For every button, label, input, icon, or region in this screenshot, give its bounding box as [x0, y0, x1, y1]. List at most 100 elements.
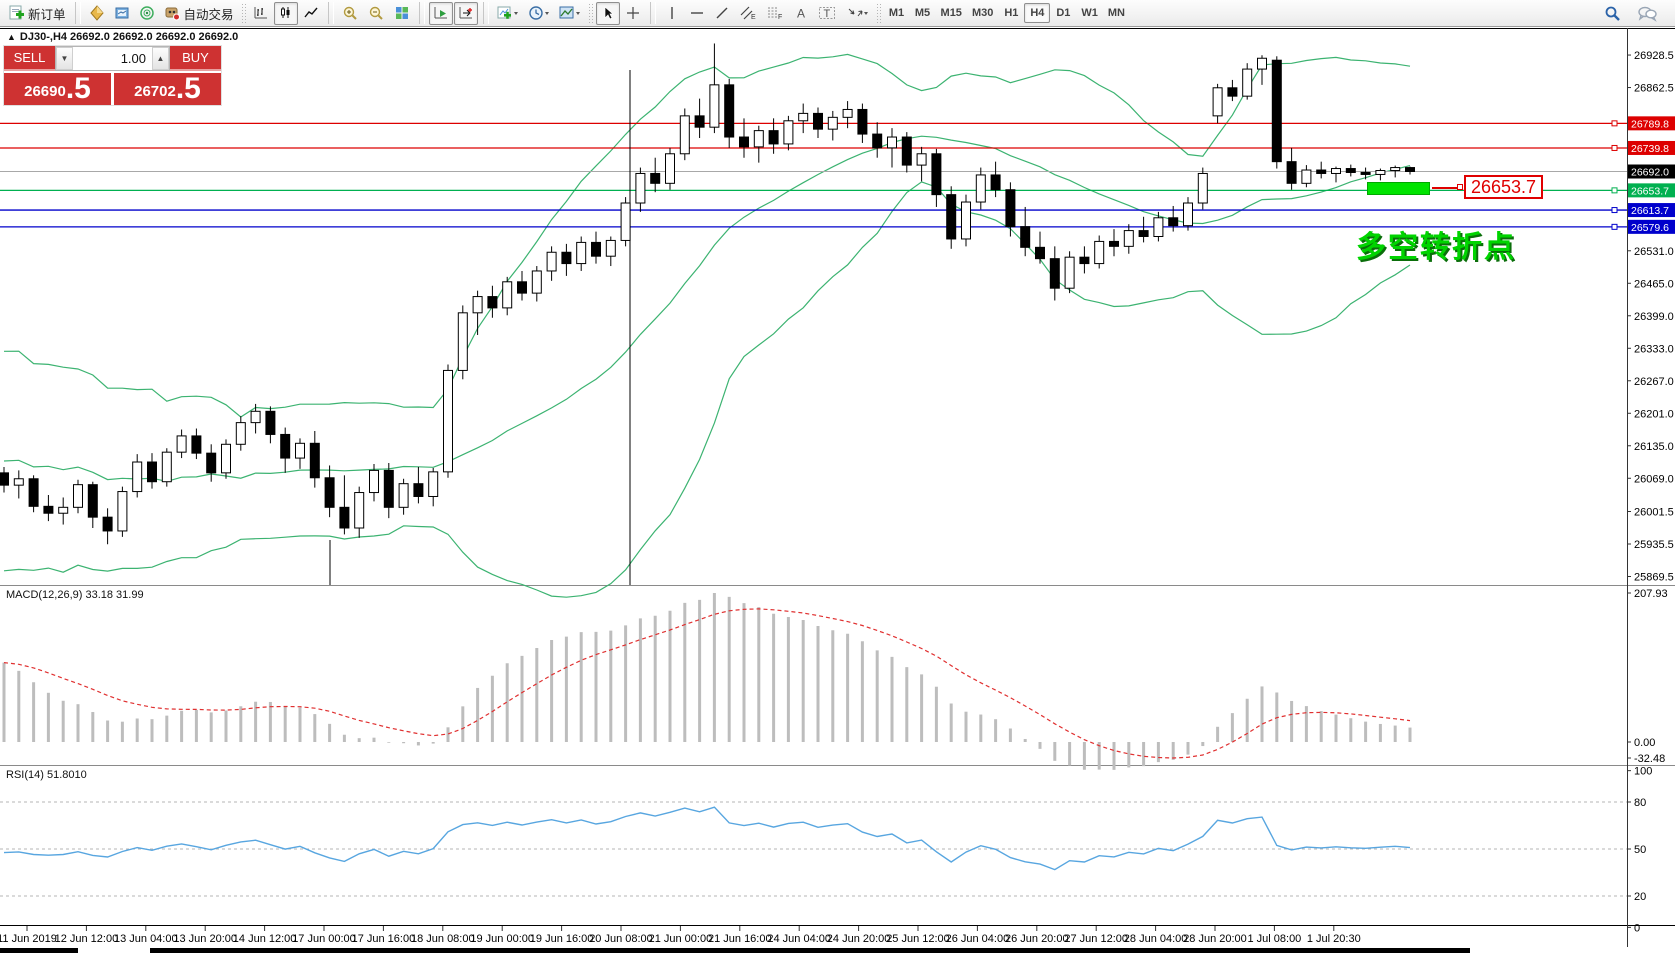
chart-symbol-title: ▲ DJ30-,H4 26692.0 26692.0 26692.0 26692.…	[7, 31, 239, 43]
y-axis-tick: 25935.5	[1634, 539, 1674, 551]
signals-button[interactable]	[135, 2, 159, 25]
sell-price[interactable]: 26690.5	[4, 73, 111, 105]
fibonacci-button[interactable]: F	[762, 2, 788, 25]
search-button[interactable]	[1600, 2, 1625, 25]
y-axis-tick: 26531.0	[1634, 246, 1674, 258]
horizontal-line-button[interactable]	[685, 2, 709, 25]
collapse-triangle-icon[interactable]: ▲	[7, 32, 16, 42]
text-label-button[interactable]: T	[814, 2, 840, 25]
candlestick-chart-button[interactable]	[273, 1, 298, 25]
price-callout-box[interactable]: 26653.7	[1464, 175, 1543, 199]
macd-axis-tick: 207.93	[1634, 588, 1668, 600]
volume-input[interactable]	[73, 47, 152, 70]
y-axis-tick: 25869.5	[1634, 572, 1674, 584]
svg-text:A: A	[797, 7, 805, 21]
auto-scroll-button[interactable]	[428, 1, 453, 25]
timeframe-D1[interactable]: D1	[1056, 7, 1071, 19]
equidistant-channel-button[interactable]: E	[735, 2, 761, 25]
text-button[interactable]: A	[789, 2, 813, 25]
price-tag	[1628, 203, 1675, 218]
chinese-annotation-text[interactable]: 多空转折点	[1356, 231, 1516, 264]
y-axis-tick: 26267.0	[1634, 376, 1674, 388]
x-axis-label: 13 Jun 04:00	[114, 933, 178, 945]
timeframe-M15[interactable]: M15	[940, 7, 962, 19]
level-line-handle	[1611, 144, 1618, 151]
rsi-axis-tick: 0	[1634, 922, 1640, 934]
timeframe-M1[interactable]: M1	[888, 7, 905, 19]
new-order-icon	[9, 5, 24, 20]
gold-diamond-button[interactable]	[85, 2, 109, 25]
x-axis-label: 26 Jun 20:00	[1005, 933, 1069, 945]
profiles-button[interactable]	[110, 2, 134, 25]
buy-price[interactable]: 26702.5	[114, 73, 221, 105]
new-order-button[interactable]: 新订单	[4, 2, 70, 25]
zoom-in-icon	[343, 6, 357, 20]
green-zone-annotation[interactable]	[1367, 182, 1430, 195]
toolbar-right-group	[1600, 2, 1671, 25]
timeframe-W1[interactable]: W1	[1081, 7, 1098, 19]
arrows-icon	[848, 8, 868, 17]
arrows-button[interactable]	[841, 2, 873, 25]
fibonacci-icon: F	[767, 7, 782, 21]
buy-button[interactable]: BUY	[170, 46, 221, 71]
callout-connector-square	[1457, 184, 1463, 190]
callout-connector-line	[1432, 187, 1458, 189]
y-axis-tick: 26001.5	[1634, 507, 1674, 519]
price-tag	[1628, 183, 1675, 198]
bollinger-lower-band	[3, 181, 1411, 598]
y-axis-tick: 26333.0	[1634, 343, 1674, 355]
zoom-in-button[interactable]	[338, 2, 363, 25]
main-toolbar: 新订单	[0, 0, 1675, 27]
timeframe-H4[interactable]: H4	[1024, 3, 1051, 23]
x-axis-label: 18 Jun 08:00	[411, 933, 475, 945]
volume-decrease-button[interactable]: ▼	[56, 47, 73, 70]
horizontal-line-icon	[690, 12, 703, 14]
y-axis-tick: 26399.0	[1634, 311, 1674, 323]
toolbar-separator	[74, 2, 81, 24]
x-axis-label: 28 Jun 20:00	[1183, 933, 1247, 945]
text-label-icon: T	[818, 7, 835, 20]
macd-axis-tick: 0.00	[1634, 737, 1655, 749]
chat-button[interactable]	[1633, 2, 1661, 25]
timeframe-H1[interactable]: H1	[1004, 7, 1019, 19]
x-axis-label: 1 Jul 08:00	[1247, 933, 1301, 945]
cursor-button[interactable]	[595, 1, 620, 25]
line-chart-button[interactable]	[299, 2, 323, 25]
crosshair-button[interactable]	[621, 2, 645, 25]
toolbar-separator	[649, 2, 656, 24]
tile-windows-button[interactable]	[390, 2, 414, 25]
equidistant-channel-icon: E	[740, 6, 756, 21]
sell-button[interactable]: SELL	[4, 46, 55, 71]
timeframe-MN[interactable]: MN	[1107, 7, 1125, 19]
gold-diamond-icon	[89, 5, 104, 21]
y-axis-tick: 26069.0	[1634, 473, 1674, 485]
rsi-axis-tick: 100	[1634, 766, 1652, 778]
chart-shift-icon	[459, 7, 472, 19]
buy-price-main: 26702	[134, 83, 176, 100]
rsi-axis-tick: 50	[1634, 844, 1646, 856]
zoom-out-button[interactable]	[364, 2, 389, 25]
x-axis-label: 27 Jun 12:00	[1064, 933, 1128, 945]
autotrading-button[interactable]: 自动交易	[160, 2, 238, 25]
indicators-add-button[interactable]	[493, 2, 523, 25]
x-axis-label: 17 Jun 00:00	[292, 933, 356, 945]
periods-icon	[528, 6, 549, 20]
x-axis-label: 19 Jun 16:00	[530, 933, 594, 945]
timeframe-M30[interactable]: M30	[971, 7, 994, 19]
crosshair-icon	[626, 7, 639, 19]
templates-button[interactable]	[555, 2, 585, 25]
timeframe-group: M1 M5 M15 M30 H1 H4 D1 W1 MN	[884, 3, 1130, 23]
vertical-line-icon	[670, 7, 673, 19]
trendline-button[interactable]	[710, 2, 734, 25]
x-axis-label: 21 Jun 16:00	[708, 933, 772, 945]
bollinger-upper-band	[3, 53, 1411, 418]
timeframe-M5[interactable]: M5	[914, 7, 931, 19]
price-tag	[1628, 164, 1675, 179]
vertical-line-button[interactable]	[660, 2, 684, 25]
level-line-handle	[1611, 223, 1618, 230]
bar-chart-button[interactable]	[249, 2, 273, 25]
chart-shift-button[interactable]	[453, 1, 478, 25]
volume-increase-button[interactable]: ▲	[152, 47, 169, 70]
periods-button[interactable]	[524, 2, 554, 25]
